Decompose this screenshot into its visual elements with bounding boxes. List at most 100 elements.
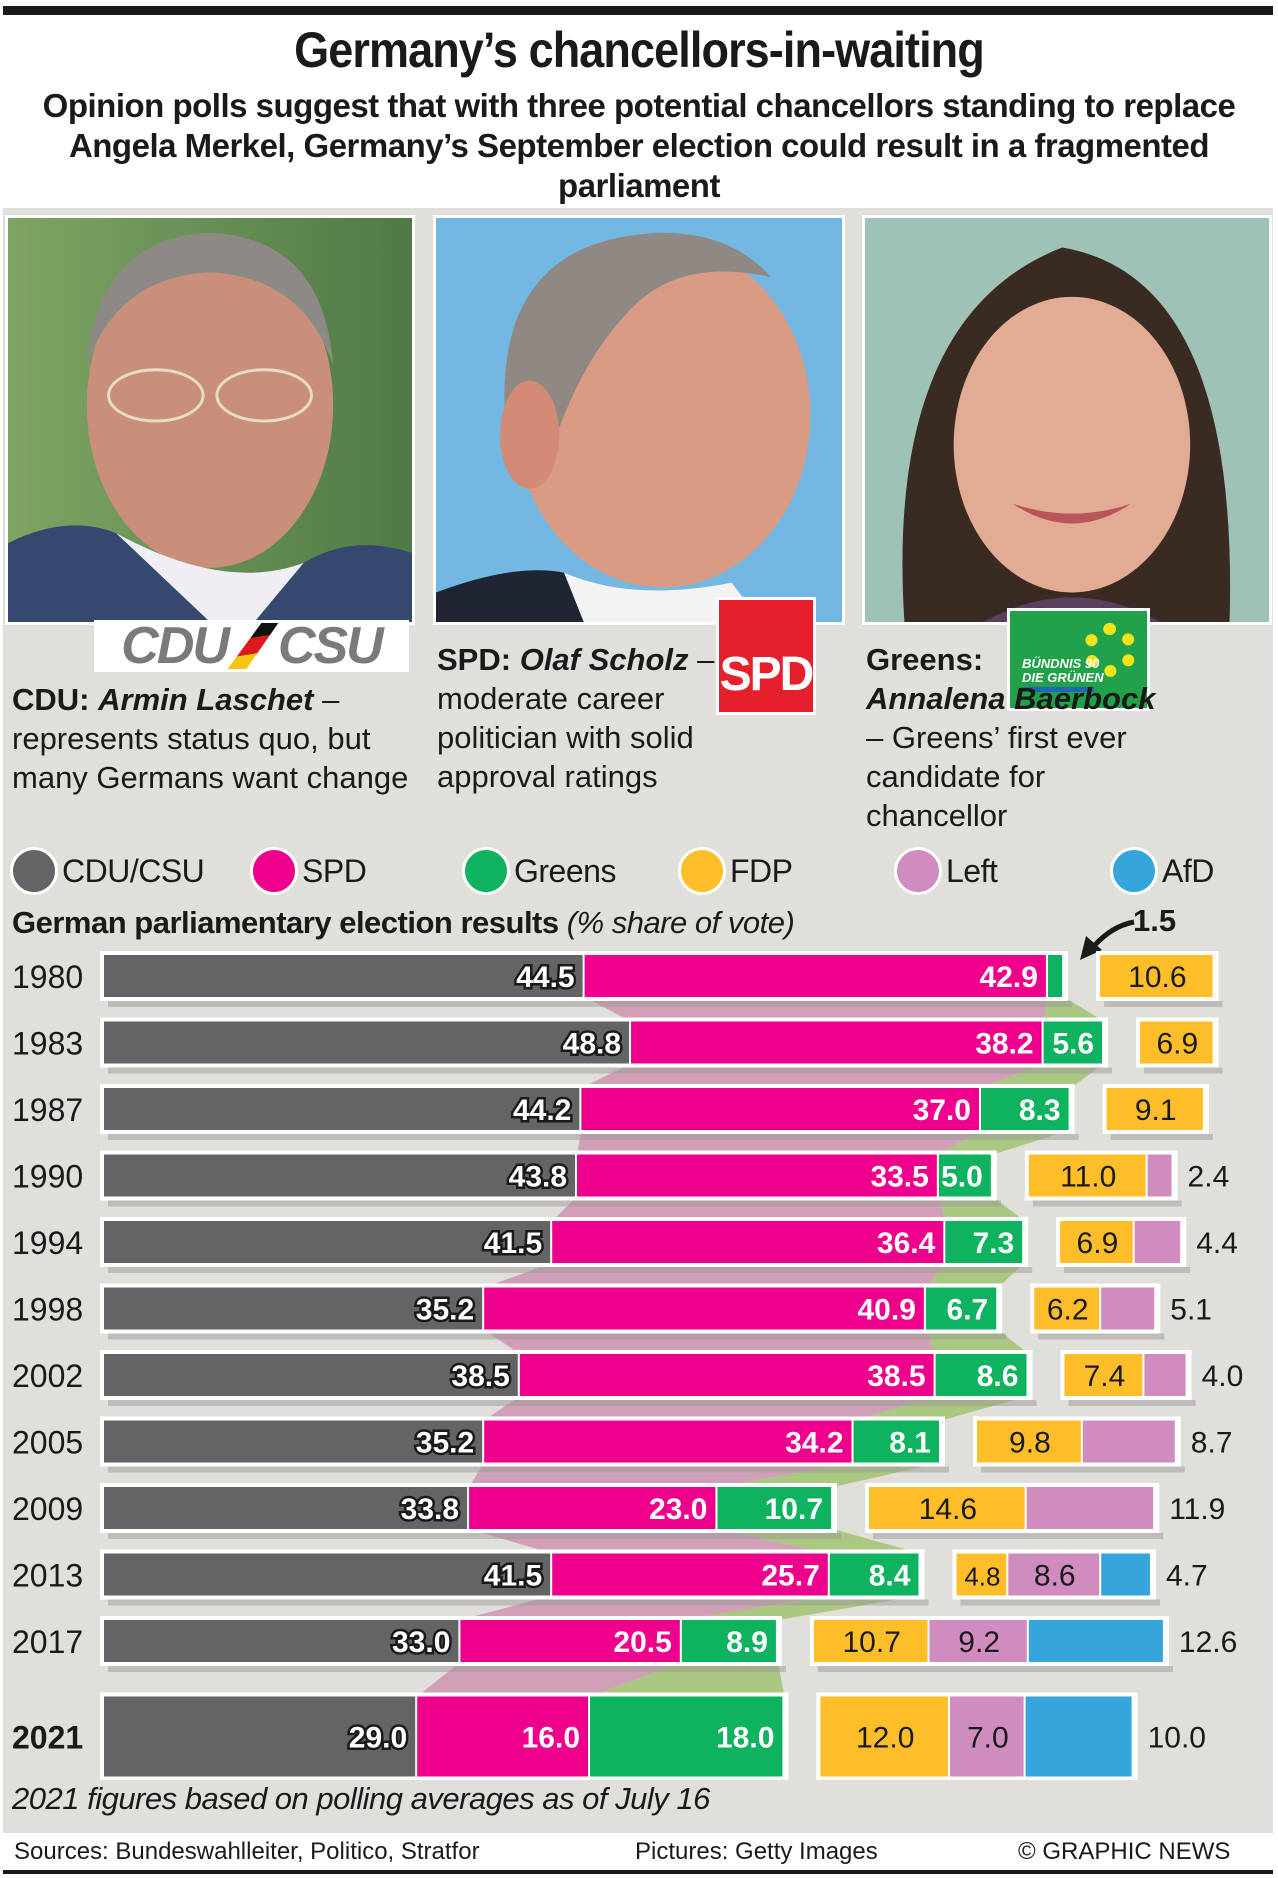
data-label: 6.9 xyxy=(1156,1028,1198,1061)
data-label: 44.2 xyxy=(513,1094,571,1127)
bar-segment-spd xyxy=(552,1553,828,1596)
bar-segment-afd xyxy=(1028,1620,1163,1662)
bar-segment-fdp xyxy=(869,1487,1025,1529)
candidate-party: SPD: xyxy=(437,642,512,677)
bar-segment-spd xyxy=(584,955,1046,997)
data-label: 25.7 xyxy=(761,1560,819,1593)
legend-label: CDU/CSU xyxy=(62,852,205,889)
data-label: 9.8 xyxy=(1009,1427,1051,1460)
data-label: 33.0 xyxy=(392,1626,450,1659)
bar-shadow xyxy=(1104,1001,1223,1007)
legend-item-cdu-csu: CDU/CSU xyxy=(10,845,205,897)
data-label: 6.9 xyxy=(1077,1227,1119,1260)
candidate-dash: – xyxy=(688,642,715,677)
photo-scholz xyxy=(433,215,845,625)
bar-shadow xyxy=(108,1533,841,1539)
legend-swatch xyxy=(678,847,726,895)
data-label: 10.7 xyxy=(765,1493,823,1526)
data-label: 18.0 xyxy=(716,1722,774,1755)
data-label-outside: 4.7 xyxy=(1166,1560,1208,1593)
legend-label: FDP xyxy=(730,852,793,889)
data-label: 38.5 xyxy=(451,1360,509,1393)
data-label: 16.0 xyxy=(522,1722,580,1755)
bar-segment-left xyxy=(1134,1221,1181,1263)
data-label: 34.2 xyxy=(785,1427,843,1460)
bar-shadow xyxy=(1032,1200,1182,1207)
page-subtitle: Opinion polls suggest that with three po… xyxy=(42,87,1236,204)
data-label-outside: 12.6 xyxy=(1179,1626,1237,1659)
bar-segment-spd xyxy=(577,1154,937,1197)
candidate-name: Olaf Scholz xyxy=(519,642,689,677)
data-label: 8.3 xyxy=(1019,1094,1061,1127)
data-label: 9.2 xyxy=(958,1626,1000,1659)
data-label: 7.3 xyxy=(972,1227,1014,1260)
candidate-description: moderate career politician with solid ap… xyxy=(437,681,694,794)
footer: Sources: Bundeswahlleiter, Politico, Str… xyxy=(0,1836,1278,1872)
bar-segment-spd xyxy=(519,1354,934,1396)
bar-segment-spd xyxy=(484,1287,924,1330)
annotation-arrow-icon xyxy=(1080,919,1135,960)
photo-baerbock xyxy=(862,215,1272,625)
bar-segment-cdu-csu xyxy=(104,1287,483,1330)
data-label: 14.6 xyxy=(919,1493,977,1526)
bar-shadow xyxy=(1110,1134,1213,1140)
bar-segment-spd xyxy=(460,1620,680,1662)
year-label: 1994 xyxy=(12,1225,83,1261)
data-label: 5.0 xyxy=(941,1161,983,1194)
laschet-portrait-icon xyxy=(8,218,412,622)
bar-segment-left xyxy=(929,1620,1027,1662)
bar-segment-left xyxy=(1144,1354,1186,1396)
csu-logo-text: CSU xyxy=(277,617,384,675)
bar-segment-spd xyxy=(469,1487,716,1529)
page-title: Germany’s chancellors-in-waiting xyxy=(294,22,985,78)
bar-segment-greens xyxy=(925,1287,997,1330)
bar-segment-fdp xyxy=(1028,1154,1146,1197)
year-label: 1987 xyxy=(12,1092,83,1128)
bar-segment-spd xyxy=(417,1696,588,1777)
data-label: 43.8 xyxy=(509,1161,567,1194)
german-flag-icon xyxy=(228,623,279,669)
data-label: 41.5 xyxy=(484,1560,542,1593)
bar-segment-fdp xyxy=(956,1553,1007,1596)
data-label: 8.4 xyxy=(869,1560,911,1593)
bar-shadow xyxy=(108,1267,1033,1273)
bar-segment-cdu-csu xyxy=(104,1088,580,1130)
data-label: 38.5 xyxy=(867,1360,925,1393)
year-label: 2002 xyxy=(12,1358,83,1394)
year-label: 2013 xyxy=(12,1558,83,1594)
data-label: 8.9 xyxy=(726,1626,768,1659)
bar-shadow xyxy=(108,1599,929,1606)
bar-shadow xyxy=(108,1134,1079,1140)
bar-segment-fdp xyxy=(1100,955,1213,997)
bar-segment-spd xyxy=(484,1420,852,1463)
data-label: 10.6 xyxy=(1128,961,1186,994)
legend-item-greens: Greens xyxy=(462,845,616,897)
bar-shadow xyxy=(108,1666,786,1672)
bar-shadow xyxy=(1068,1400,1196,1406)
legend-item-spd: SPD xyxy=(250,845,367,897)
bar-segment-left xyxy=(1101,1287,1155,1330)
bar-segment-greens xyxy=(945,1221,1023,1263)
data-label: 7.4 xyxy=(1084,1360,1126,1393)
year-label: 2009 xyxy=(12,1491,83,1527)
year-label: 2021 xyxy=(12,1720,83,1756)
greens-logo: BÜNDNIS 90 DIE GRÜNEN xyxy=(1007,608,1150,711)
bar-shadow xyxy=(981,1466,1185,1473)
data-label-outside: 8.7 xyxy=(1191,1427,1233,1460)
candidate-dash: – xyxy=(313,682,340,717)
data-label: 20.5 xyxy=(613,1626,671,1659)
bar-segment-greens xyxy=(980,1088,1069,1130)
data-label: 11.0 xyxy=(1060,1161,1116,1194)
spd-logo: SPD xyxy=(716,597,816,715)
bar-segment-left xyxy=(1026,1487,1154,1529)
data-label-outside: 4.0 xyxy=(1202,1360,1244,1393)
bar-segment-afd xyxy=(1101,1553,1150,1596)
bar-segment-fdp xyxy=(1140,1021,1213,1064)
greens-logo-bar xyxy=(1022,687,1094,692)
photo-laschet xyxy=(5,215,415,625)
data-label-outside: 11.9 xyxy=(1169,1493,1225,1526)
bar-segment-spd xyxy=(631,1021,1042,1064)
bar-segment-cdu-csu xyxy=(104,1221,551,1263)
bar-segment-fdp xyxy=(1034,1287,1100,1330)
candidate-dash: – xyxy=(866,720,892,755)
